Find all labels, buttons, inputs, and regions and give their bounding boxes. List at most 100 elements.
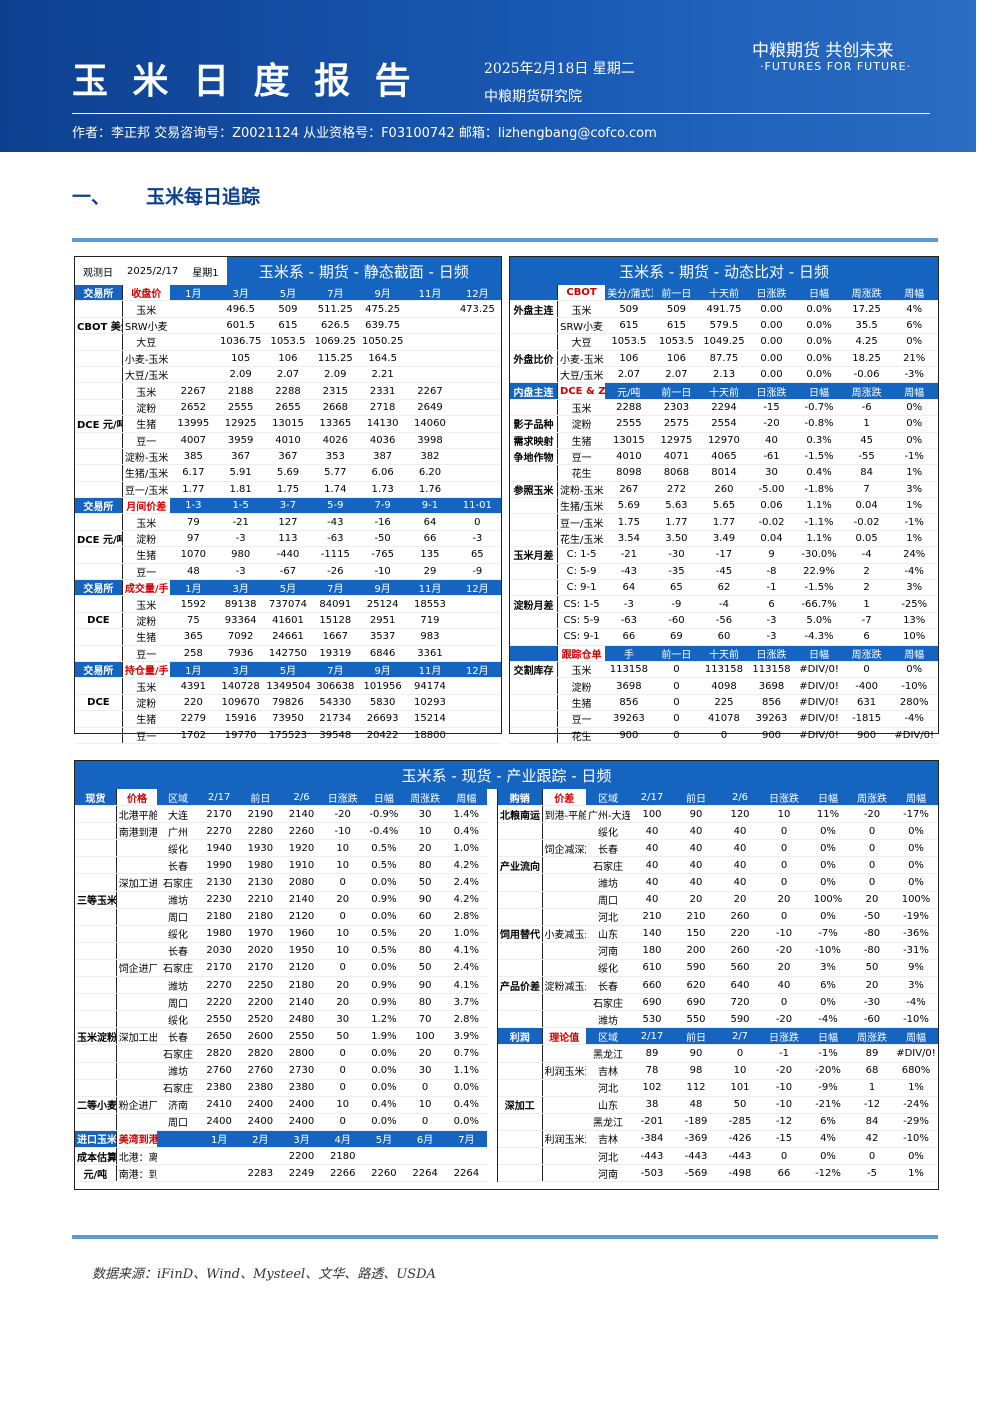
cell: 3998: [406, 432, 454, 449]
cell: 2.21: [358, 366, 407, 384]
data-row: 河北 210 210 260 0 0% -50 -19%: [498, 908, 938, 926]
header-cell: 9-1: [406, 497, 454, 515]
cell: 2283: [239, 1164, 281, 1183]
cell: 10: [718, 1062, 762, 1080]
cell: 淀粉: [122, 530, 170, 548]
cell: 19319: [311, 645, 359, 662]
cell: 1990: [198, 856, 240, 875]
cell: 1%: [890, 530, 938, 548]
cell: #DIV/0!: [795, 661, 843, 679]
cell: -10: [762, 925, 806, 943]
cell: 30: [404, 1062, 446, 1080]
cell: 0: [652, 677, 701, 695]
cell: -4%: [894, 993, 938, 1012]
cell: 2080: [280, 873, 323, 892]
cell: 20: [850, 891, 894, 909]
cell: 94174: [406, 677, 454, 695]
cell: [157, 1164, 199, 1183]
cell: 1.77: [652, 513, 701, 531]
header-cell: 持仓量/手: [122, 661, 170, 679]
cell: 113158: [700, 661, 748, 679]
header-cell: 跟踪仓单: [557, 645, 606, 662]
cell: 20: [674, 891, 718, 909]
cell: 4065: [700, 448, 748, 466]
cell: 淀粉: [557, 677, 606, 695]
cell: 2120: [280, 959, 323, 978]
cell: 0.0%: [445, 1079, 487, 1097]
cell: 交割库存: [510, 661, 559, 679]
data-row: 三等玉米 潍坊 2230 2210 2140 20 0.9% 90 4.2%: [75, 891, 487, 909]
cell: 玉米淀粉: [75, 1027, 117, 1046]
cell: -384: [630, 1130, 674, 1148]
cell: 2550: [280, 1027, 323, 1046]
data-row: 生猪 365 7092 24661 1667 3537 983: [75, 628, 501, 646]
cell: -1.8%: [795, 481, 843, 499]
cell: [453, 333, 501, 351]
cell: 258: [169, 645, 217, 662]
cell: 2315: [311, 382, 359, 400]
data-row: 周口 2180 2180 2120 0 0.0% 60 2.8%: [75, 908, 487, 926]
cell: 石家庄: [586, 856, 630, 875]
cell: [498, 839, 543, 858]
cell: 0: [322, 1062, 364, 1080]
cell: [239, 1147, 281, 1166]
header-cell: 区域: [157, 789, 199, 807]
cell: -19%: [894, 908, 938, 926]
cell: 1.1%: [795, 530, 843, 548]
cell: 2230: [198, 891, 240, 909]
cell: [453, 481, 501, 499]
cell: 1053.5: [264, 333, 312, 351]
cell: -0.02: [842, 513, 891, 531]
header-cell: [510, 645, 559, 662]
cell: 2.07: [264, 366, 312, 384]
cell: 80: [404, 856, 446, 875]
cell: 河南: [586, 942, 630, 960]
cell: 1: [842, 415, 891, 433]
cell: 深加工出厂: [116, 1027, 158, 1046]
cell: -63: [605, 612, 653, 630]
cell: 生猪: [557, 432, 606, 449]
cell: 参照玉米: [510, 481, 559, 499]
cell: 0.5%: [363, 856, 405, 875]
cell: 260: [718, 908, 762, 926]
data-row: 豆一/玉米 1.75 1.77 1.77 -0.02 -1.1% -0.02 -1%: [510, 513, 938, 531]
cell: CS: 1-5: [557, 595, 606, 613]
cell: [75, 710, 123, 728]
header-cell: 9月: [358, 661, 407, 679]
cell: -4: [842, 546, 891, 564]
cell: -1115: [311, 546, 359, 564]
cell: 19770: [216, 727, 265, 744]
cell: -3: [453, 530, 501, 548]
cell: [75, 1113, 117, 1131]
cell: [116, 1044, 158, 1063]
cell: 1.77: [700, 513, 748, 531]
cell: 4%: [890, 300, 938, 318]
data-row: 饲企进厂 石家庄 2170 2170 2120 0 0.0% 50 2.4%: [75, 959, 487, 978]
cell: [75, 856, 117, 875]
cell: 0: [652, 727, 701, 744]
cell: 220: [169, 694, 217, 712]
cell: -1815: [842, 710, 891, 728]
cell: 6846: [358, 645, 407, 662]
cell: 3959: [216, 432, 265, 449]
cell: 473.25: [453, 300, 501, 318]
cell: [75, 1079, 117, 1097]
cell: [75, 595, 123, 613]
cell: 40: [630, 856, 674, 875]
cell: 0: [762, 873, 806, 892]
cell: 玉米: [122, 513, 170, 531]
cell: [510, 710, 559, 728]
data-row: 玉米 79 -21 127 -43 -16 64 0: [75, 513, 501, 531]
cell: 140: [630, 925, 674, 943]
cell: 2.09: [216, 366, 265, 384]
cell: 272: [652, 481, 701, 499]
cell: 0.0%: [795, 317, 843, 335]
cell: 0.0%: [795, 366, 843, 384]
cell: 10293: [406, 694, 454, 712]
cell: 2140: [280, 805, 323, 824]
header-cell: 5-9: [311, 497, 359, 515]
cell: [363, 1147, 405, 1166]
cell: 1960: [280, 925, 323, 943]
report-org: 中粮期货研究院: [484, 89, 582, 105]
